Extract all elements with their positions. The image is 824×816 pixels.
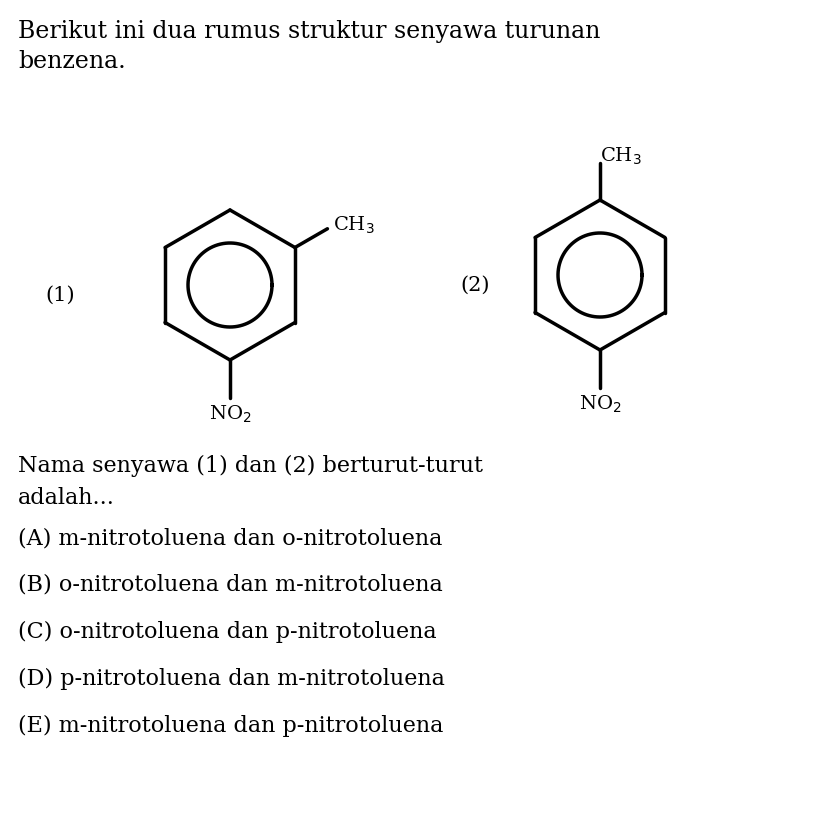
Text: (E) m-nitrotoluena dan p-nitrotoluena: (E) m-nitrotoluena dan p-nitrotoluena	[18, 715, 443, 737]
Text: (1): (1)	[45, 286, 75, 304]
Text: NO$_2$: NO$_2$	[208, 403, 251, 425]
Text: Nama senyawa (1) dan (2) berturut-turut: Nama senyawa (1) dan (2) berturut-turut	[18, 455, 483, 477]
Text: (D) p-nitrotoluena dan m-nitrotoluena: (D) p-nitrotoluena dan m-nitrotoluena	[18, 668, 445, 690]
Text: CH$_3$: CH$_3$	[600, 146, 642, 167]
Text: (A) m-nitrotoluena dan o-nitrotoluena: (A) m-nitrotoluena dan o-nitrotoluena	[18, 527, 442, 549]
Text: (2): (2)	[460, 276, 489, 295]
Text: NO$_2$: NO$_2$	[578, 393, 621, 415]
Text: (C) o-nitrotoluena dan p-nitrotoluena: (C) o-nitrotoluena dan p-nitrotoluena	[18, 621, 437, 643]
Text: adalah...: adalah...	[18, 487, 115, 509]
Text: CH$_3$: CH$_3$	[333, 215, 374, 237]
Text: Berikut ini dua rumus struktur senyawa turunan
benzena.: Berikut ini dua rumus struktur senyawa t…	[18, 20, 601, 73]
Text: (B) o-nitrotoluena dan m-nitrotoluena: (B) o-nitrotoluena dan m-nitrotoluena	[18, 574, 442, 596]
